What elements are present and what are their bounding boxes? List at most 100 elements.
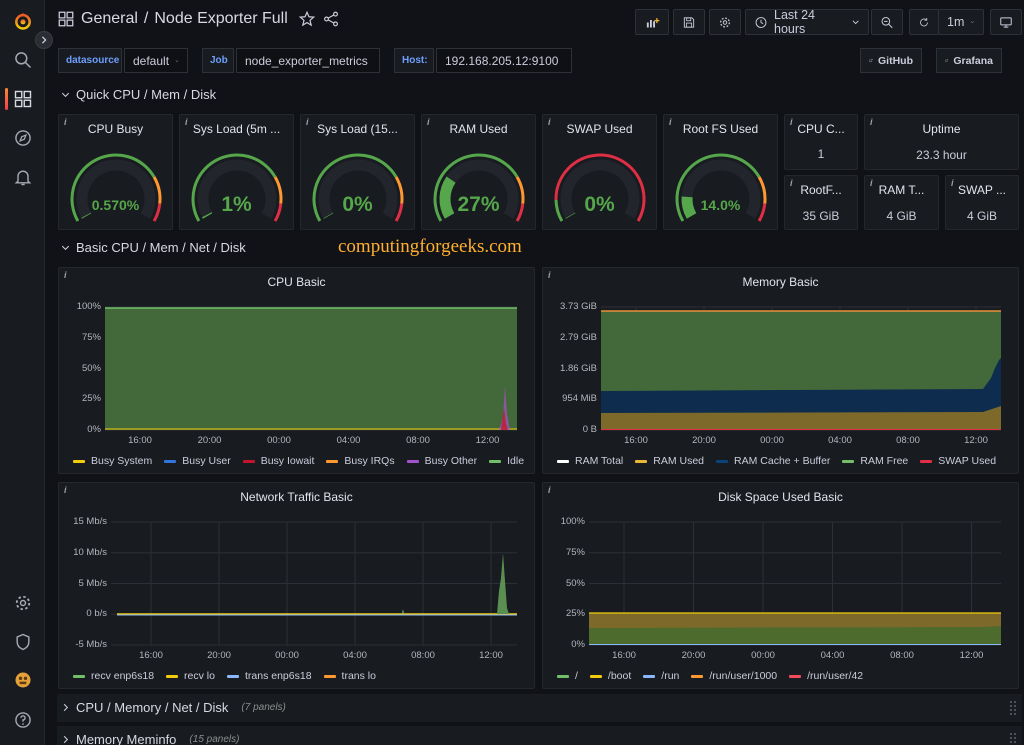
gauge-panel[interactable]: i CPU Busy 0.570% xyxy=(58,114,173,230)
gauge-panel[interactable]: i Sys Load (5m ... 1% xyxy=(179,114,294,230)
row-panel-count: (15 panels) xyxy=(189,734,240,745)
graph-panel-cpu-basic[interactable]: i CPU Basic 100% 75% 50% 25% 0% 16:00 20:00 00:0… xyxy=(58,267,535,474)
panel-info-icon[interactable]: i xyxy=(548,485,551,495)
panel-info-icon[interactable]: i xyxy=(790,117,793,127)
stat-panel-rootfs-total[interactable]: i RootF... 35 GiB xyxy=(784,175,858,230)
refresh-interval-picker[interactable]: 1m xyxy=(938,9,984,35)
help-icon[interactable] xyxy=(0,703,45,737)
gauge-panel[interactable]: i RAM Used 27% xyxy=(421,114,536,230)
stat-panel-swap-total[interactable]: i SWAP ... 4 GiB xyxy=(945,175,1019,230)
stat-panel-ram-total[interactable]: i RAM T... 4 GiB xyxy=(864,175,939,230)
legend-item[interactable]: /run xyxy=(643,670,679,682)
legend-swatch xyxy=(164,459,177,463)
row-basic-cpu-mem-net-disk[interactable]: Basic CPU / Mem / Net / Disk xyxy=(60,240,246,255)
configuration-gear-icon[interactable] xyxy=(0,586,45,620)
legend-swatch xyxy=(716,459,729,463)
row-title-text: Memory Meminfo xyxy=(76,732,177,745)
explore-icon[interactable] xyxy=(0,121,45,155)
legend-item[interactable]: /run/user/1000 xyxy=(691,670,777,682)
share-icon[interactable] xyxy=(322,10,340,28)
legend-item[interactable]: RAM Cache + Buffer xyxy=(716,455,830,467)
panel-info-icon[interactable]: i xyxy=(669,117,672,127)
legend-item[interactable]: /run/user/42 xyxy=(789,670,863,682)
panel-info-icon[interactable]: i xyxy=(548,270,551,280)
legend-item[interactable]: Busy User xyxy=(164,455,231,467)
gauge-value: 27% xyxy=(457,193,500,216)
dashboard-settings-button[interactable] xyxy=(709,9,741,35)
search-icon[interactable] xyxy=(0,43,45,77)
graph-panel-memory-basic[interactable]: i Memory Basic 3.73 GiB 2.79 GiB 1.86 GiB 95… xyxy=(542,267,1019,474)
legend-item[interactable]: RAM Used xyxy=(635,455,704,467)
legend-item[interactable]: Busy Other xyxy=(406,455,477,467)
panel-info-icon[interactable]: i xyxy=(870,178,873,188)
panel-info-icon[interactable]: i xyxy=(548,117,551,127)
dashboards-icon[interactable] xyxy=(0,82,45,116)
github-link[interactable]: GitHub xyxy=(860,48,922,73)
refresh-button[interactable] xyxy=(909,9,939,35)
graph-panel-network-traffic-basic[interactable]: i Network Traffic Basic 15 Mb/s 10 Mb/s 5 M… xyxy=(58,482,535,689)
legend-item[interactable]: Busy IRQs xyxy=(326,455,395,467)
x-tick-label: 20:00 xyxy=(207,650,231,661)
expand-sidebar-button[interactable] xyxy=(35,31,53,49)
panel-info-icon[interactable]: i xyxy=(870,117,873,127)
stat-panel-uptime[interactable]: i Uptime 23.3 hour xyxy=(864,114,1019,170)
grafana-link[interactable]: Grafana xyxy=(936,48,1002,73)
time-picker-button[interactable]: Last 24 hours xyxy=(745,8,869,36)
alerting-bell-icon[interactable] xyxy=(0,160,45,194)
graph-panel-disk-space-used-basic[interactable]: i Disk Space Used Basic 100% 75% 50% 25% 0% 16… xyxy=(542,482,1019,689)
panel-info-icon[interactable]: i xyxy=(951,178,954,188)
legend-item[interactable]: /boot xyxy=(589,670,631,682)
row-drag-handle[interactable] xyxy=(1009,732,1017,745)
cycle-view-mode-button[interactable] xyxy=(990,9,1022,35)
gauge-panel[interactable]: i SWAP Used 0% xyxy=(542,114,657,230)
row-quick-cpu-mem-disk[interactable]: Quick CPU / Mem / Disk xyxy=(60,87,216,102)
add-panel-button[interactable] xyxy=(635,9,669,35)
gauge-panel[interactable]: i Sys Load (15... 0% xyxy=(300,114,415,230)
panel-title: RootF... xyxy=(800,183,842,197)
stat-panel-cpu-cores[interactable]: i CPU C... 1 xyxy=(784,114,858,170)
user-avatar[interactable] xyxy=(0,663,45,697)
legend-item[interactable]: / xyxy=(557,670,578,682)
save-dashboard-button[interactable] xyxy=(673,9,705,35)
folder-link[interactable]: General xyxy=(81,10,138,27)
server-admin-shield-icon[interactable] xyxy=(0,625,45,659)
github-link-label: GitHub xyxy=(878,54,913,67)
panel-info-icon[interactable]: i xyxy=(64,270,67,280)
legend-item[interactable]: recv lo xyxy=(166,670,215,682)
y-tick-label: 25% xyxy=(565,608,585,620)
host-select[interactable]: 192.168.205.12:9100 xyxy=(436,48,572,73)
panel-info-icon[interactable]: i xyxy=(64,485,67,495)
star-icon[interactable] xyxy=(298,10,316,28)
legend-item[interactable]: recv enp6s18 xyxy=(73,670,154,682)
dashboard-title[interactable]: Node Exporter Full xyxy=(154,10,288,27)
panel-info-icon[interactable]: i xyxy=(64,117,67,127)
row-drag-handle[interactable] xyxy=(1009,700,1017,716)
legend-item[interactable]: trans lo xyxy=(323,670,376,682)
legend-swatch xyxy=(635,459,648,463)
panel-info-icon[interactable]: i xyxy=(306,117,309,127)
grafana-logo-icon[interactable] xyxy=(0,4,45,38)
legend-item[interactable]: trans enp6s18 xyxy=(226,670,312,682)
gauge-dial xyxy=(433,153,524,222)
legend-item[interactable]: Busy Iowait xyxy=(242,455,314,467)
job-select[interactable]: node_exporter_metrics xyxy=(236,48,380,73)
zoom-out-button[interactable] xyxy=(871,9,903,35)
gauge-value-arc xyxy=(681,196,696,219)
legend-item[interactable]: Idle xyxy=(489,455,524,467)
legend-item[interactable]: SWAP Used xyxy=(920,455,996,467)
legend-item[interactable]: Busy System xyxy=(73,455,152,467)
panel-info-icon[interactable]: i xyxy=(427,117,430,127)
row-cpu-memory-net-disk[interactable]: CPU / Memory / Net / Disk (7 panels) xyxy=(57,694,1022,722)
panel-info-icon[interactable]: i xyxy=(185,117,188,127)
datasource-select[interactable]: default xyxy=(124,48,188,73)
y-tick-label: 0 B xyxy=(582,424,597,435)
panel-title: CPU Busy xyxy=(87,122,144,136)
legend-item[interactable]: RAM Total xyxy=(557,455,623,467)
panel-info-icon[interactable]: i xyxy=(790,178,793,188)
y-tick-label: 50% xyxy=(565,577,585,589)
legend-item[interactable]: RAM Free xyxy=(842,455,908,467)
x-tick-label: 16:00 xyxy=(139,650,163,661)
row-memory-meminfo[interactable]: Memory Meminfo (15 panels) xyxy=(57,726,1022,745)
row-title-wrap: Memory Meminfo (15 panels) xyxy=(60,732,239,745)
gauge-panel[interactable]: i Root FS Used 14.0% xyxy=(663,114,778,230)
